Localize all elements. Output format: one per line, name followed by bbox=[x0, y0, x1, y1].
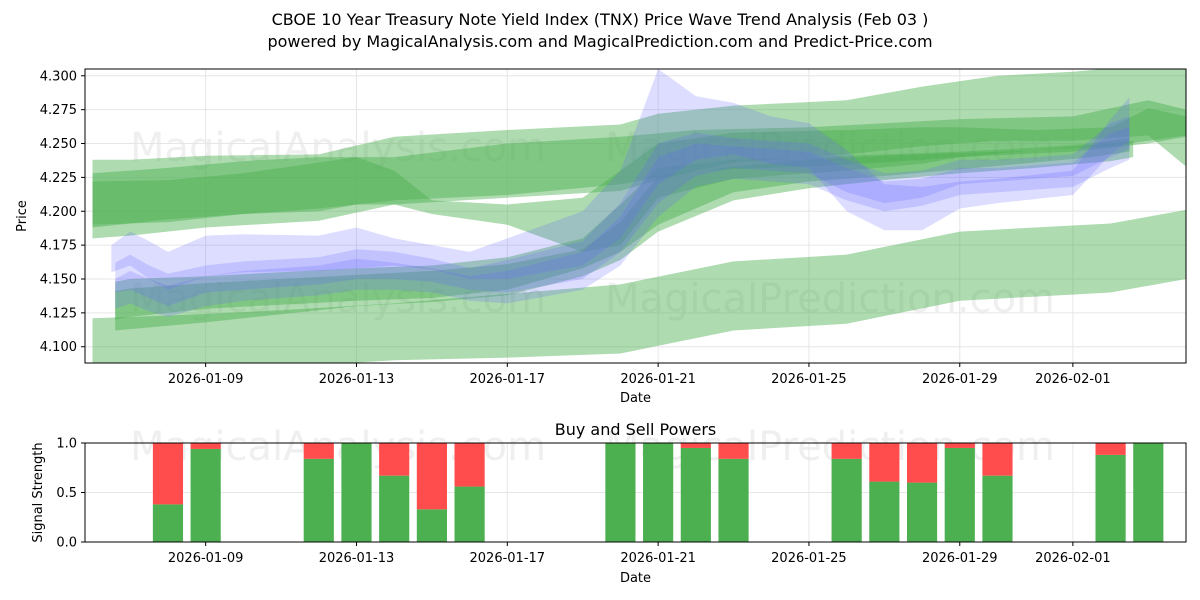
green-wave-band bbox=[92, 69, 1186, 239]
buy-bar bbox=[416, 509, 447, 542]
green-wave-band bbox=[92, 100, 1186, 228]
blue-wave-band bbox=[115, 127, 1130, 317]
y-tick-label: 4.225 bbox=[40, 171, 77, 186]
sell-bar bbox=[454, 443, 485, 487]
signal-y-tick-label: 0.5 bbox=[56, 486, 77, 501]
sell-bar bbox=[982, 443, 1013, 476]
x-tick-label: 2026-01-21 bbox=[620, 372, 696, 387]
chart-subtitle: powered by MagicalAnalysis.com and Magic… bbox=[267, 32, 933, 51]
buy-bar bbox=[680, 447, 711, 542]
x-tick-label: 2026-01-29 bbox=[922, 372, 998, 387]
y-tick-label: 4.150 bbox=[40, 273, 77, 288]
y-tick-label: 4.250 bbox=[40, 137, 77, 152]
chart-title: CBOE 10 Year Treasury Note Yield Index (… bbox=[271, 10, 929, 29]
green-wave-band bbox=[115, 140, 1134, 331]
y-tick-label: 4.200 bbox=[40, 205, 77, 220]
signal-x-tick-label: 2026-01-29 bbox=[922, 551, 998, 566]
signal-x-tick-label: 2026-01-13 bbox=[319, 551, 395, 566]
x-tick-label: 2026-01-09 bbox=[168, 372, 244, 387]
green-wave-band bbox=[92, 108, 1186, 252]
sell-bar bbox=[303, 443, 334, 459]
blue-wave-band bbox=[111, 69, 1130, 290]
sell-bar bbox=[416, 443, 447, 510]
buy-bar bbox=[341, 443, 372, 542]
y-tick-label: 4.300 bbox=[40, 69, 77, 84]
main-plot-frame bbox=[84, 68, 1187, 364]
green-wave-band bbox=[92, 209, 1186, 363]
sell-bar bbox=[680, 443, 711, 448]
sell-bar bbox=[718, 443, 749, 459]
y-tick-label: 4.175 bbox=[40, 239, 77, 254]
buy-bar bbox=[379, 475, 410, 542]
buy-bar bbox=[152, 504, 184, 542]
y-tick-label: 4.100 bbox=[40, 340, 77, 355]
signal-y-axis-label: Signal Strength bbox=[31, 442, 46, 542]
y-tick-label: 4.275 bbox=[40, 103, 77, 118]
sell-bar bbox=[944, 443, 975, 448]
sell-bar bbox=[190, 443, 221, 449]
buy-bar bbox=[605, 443, 636, 542]
buy-bar bbox=[831, 458, 862, 542]
signal-y-tick-label: 0.0 bbox=[56, 536, 77, 551]
signal-y-tick-label: 1.0 bbox=[56, 437, 77, 452]
sell-bar bbox=[379, 443, 410, 476]
y-tick-label: 4.125 bbox=[40, 306, 77, 321]
signal-x-tick-label: 2026-01-21 bbox=[620, 551, 696, 566]
signal-x-tick-label: 2026-01-09 bbox=[168, 551, 244, 566]
buy-bar bbox=[303, 458, 334, 542]
y-axis-label: Price bbox=[15, 200, 30, 232]
buy-bar bbox=[643, 443, 674, 542]
buy-bar bbox=[1133, 443, 1164, 542]
buy-bar bbox=[906, 482, 938, 542]
x-tick-label: 2026-01-13 bbox=[319, 372, 395, 387]
buy-bar bbox=[454, 486, 485, 542]
blue-wave-band bbox=[115, 116, 1130, 307]
x-tick-label: 2026-02-01 bbox=[1035, 372, 1111, 387]
x-tick-label: 2026-01-25 bbox=[771, 372, 847, 387]
sell-bar bbox=[869, 443, 900, 482]
buy-bar bbox=[982, 475, 1013, 542]
buy-bar bbox=[1095, 454, 1126, 542]
sell-bar bbox=[1095, 443, 1126, 455]
signal-chart-title: Buy and Sell Powers bbox=[555, 420, 717, 439]
sell-bar bbox=[152, 443, 184, 505]
buy-bar bbox=[944, 447, 975, 542]
buy-bar bbox=[869, 481, 900, 542]
signal-x-tick-label: 2026-01-25 bbox=[771, 551, 847, 566]
x-tick-label: 2026-01-17 bbox=[470, 372, 546, 387]
buy-bar bbox=[190, 448, 221, 542]
green-wave-band bbox=[115, 138, 1130, 320]
sell-bar bbox=[906, 443, 938, 483]
signal-x-tick-label: 2026-02-01 bbox=[1035, 551, 1111, 566]
x-axis-label: Date bbox=[620, 391, 651, 406]
buy-bar bbox=[718, 458, 749, 542]
signal-x-tick-label: 2026-01-17 bbox=[470, 551, 546, 566]
sell-bar bbox=[831, 443, 862, 459]
bands-group bbox=[92, 69, 1186, 363]
signal-x-axis-label: Date bbox=[620, 571, 651, 586]
